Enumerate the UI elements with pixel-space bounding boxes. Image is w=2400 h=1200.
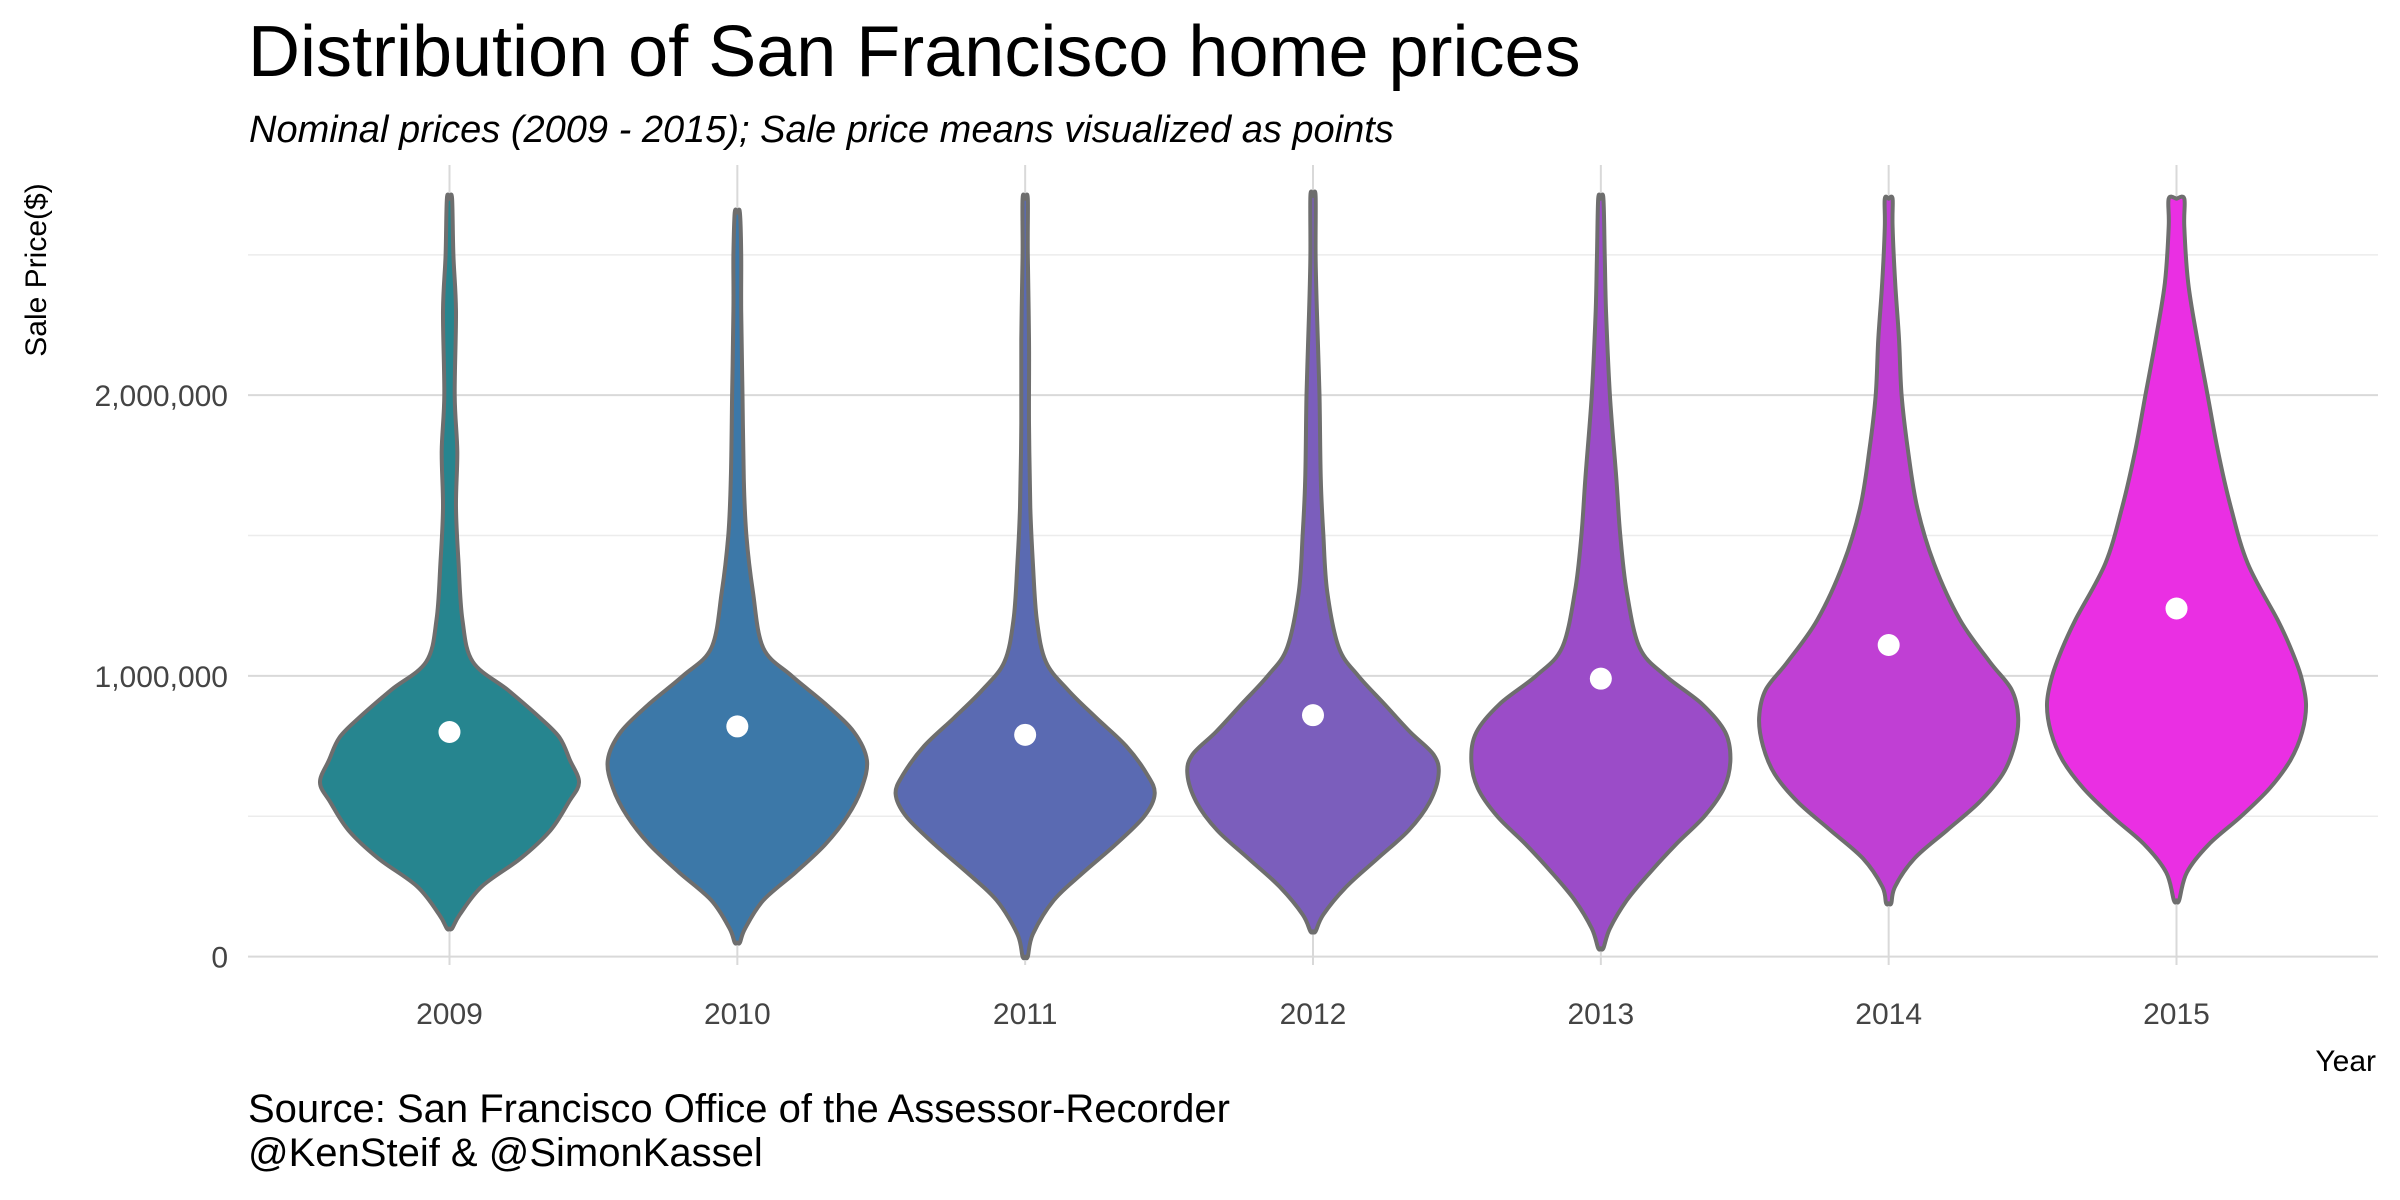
violin-2014 bbox=[1757, 194, 2021, 907]
mean-point-2012 bbox=[1302, 704, 1324, 727]
violin-2011 bbox=[893, 192, 1157, 961]
caption-source: Source: San Francisco Office of the Asse… bbox=[248, 1087, 1230, 1131]
caption-authors: @KenSteif & @SimonKassel bbox=[248, 1131, 763, 1175]
violin-2012 bbox=[1185, 189, 1441, 935]
mean-point-2009 bbox=[438, 721, 461, 744]
chart-subtitle: Nominal prices (2009 - 2015); Sale price… bbox=[249, 109, 1394, 151]
x-axis-title: Year bbox=[2315, 1045, 2376, 1078]
mean-point-2013 bbox=[1589, 667, 1612, 690]
violin-2015 bbox=[2044, 194, 2309, 905]
violin-2010 bbox=[605, 207, 870, 946]
x-tick-label: 2014 bbox=[1855, 998, 1922, 1031]
mean-point-2011 bbox=[1014, 723, 1037, 746]
mean-point-2015 bbox=[2165, 597, 2188, 620]
mean-point-2010 bbox=[726, 715, 749, 738]
x-tick-label: 2013 bbox=[1567, 998, 1634, 1031]
violin-2009 bbox=[318, 192, 581, 932]
x-axis-ticks: 2009 2010 2011 2012 2013 2014 2015 bbox=[416, 998, 2210, 1031]
violin-2013 bbox=[1469, 192, 1733, 952]
y-axis-title: Sale Price($) bbox=[20, 183, 53, 356]
violins bbox=[318, 189, 2309, 961]
y-tick-label: 0 bbox=[211, 942, 228, 975]
chart-title: Distribution of San Francisco home price… bbox=[248, 12, 1581, 92]
y-tick-label: 2,000,000 bbox=[95, 380, 228, 413]
x-tick-label: 2009 bbox=[416, 998, 483, 1031]
y-axis-ticks: 0 1,000,000 2,000,000 bbox=[95, 380, 228, 974]
x-tick-label: 2012 bbox=[1280, 998, 1347, 1031]
mean-points bbox=[438, 597, 2188, 746]
y-tick-label: 1,000,000 bbox=[95, 661, 228, 694]
mean-point-2014 bbox=[1877, 634, 1900, 656]
x-tick-label: 2010 bbox=[704, 998, 771, 1031]
x-tick-label: 2015 bbox=[2143, 998, 2210, 1031]
x-tick-label: 2011 bbox=[993, 998, 1058, 1031]
